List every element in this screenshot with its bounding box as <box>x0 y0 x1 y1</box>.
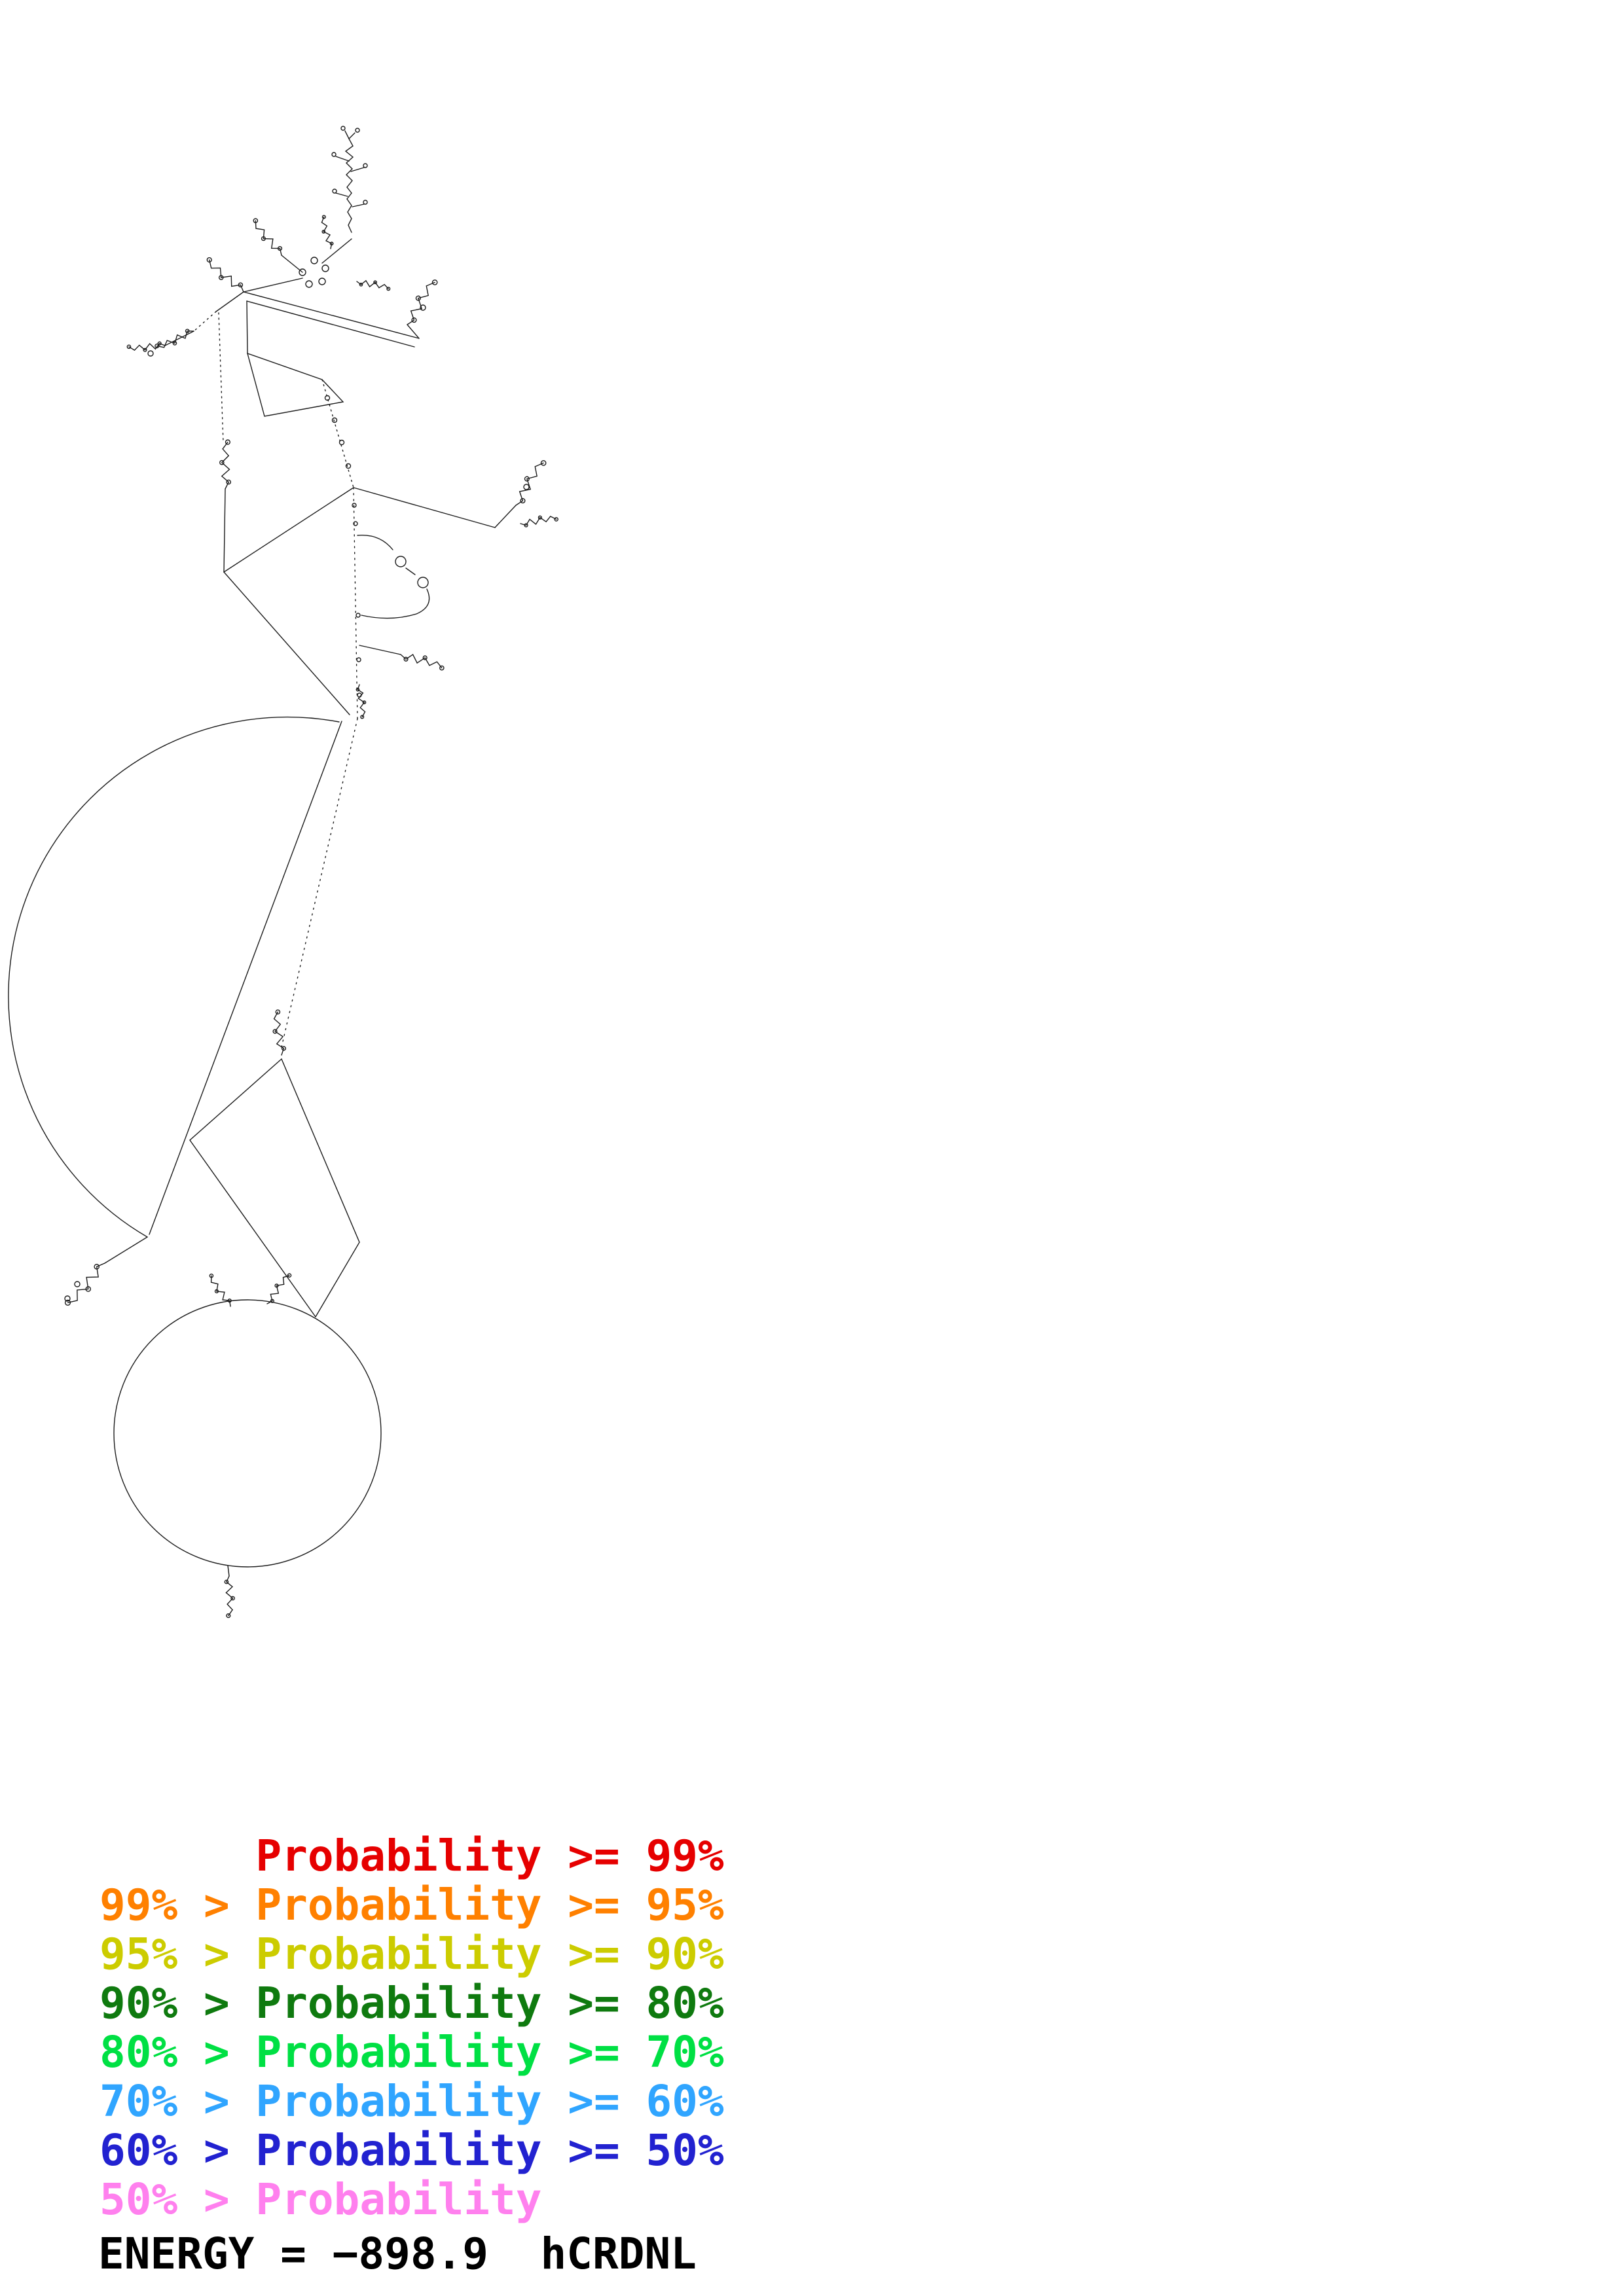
multiloop-quad <box>189 718 360 1318</box>
legend-item-below-50: 50% > Probability <box>100 2174 542 2225</box>
probability-legend: Probability >= 99% 99% > Probability >= … <box>100 1831 724 2224</box>
backbone-chain <box>352 487 447 719</box>
legend-item-95: 99% > Probability >= 95% <box>100 1880 724 1930</box>
legend-item-70: 80% > Probability >= 70% <box>100 2027 724 2077</box>
hairpin-loop-circle <box>113 1270 382 1619</box>
legend-item-99: Probability >= 99% <box>100 1831 724 1881</box>
legend-item-50: 60% > Probability >= 50% <box>100 2125 724 2176</box>
legend-item-60: 70% > Probability >= 60% <box>100 2076 724 2126</box>
top-branch-cluster <box>126 126 559 715</box>
legend-item-90: 95% > Probability >= 90% <box>100 1929 724 1979</box>
interior-loop-arc <box>8 716 342 1312</box>
legend-item-80: 90% > Probability >= 80% <box>100 1978 724 2028</box>
energy-label: ENERGY = −898.9 hCRDNL <box>98 2229 697 2279</box>
